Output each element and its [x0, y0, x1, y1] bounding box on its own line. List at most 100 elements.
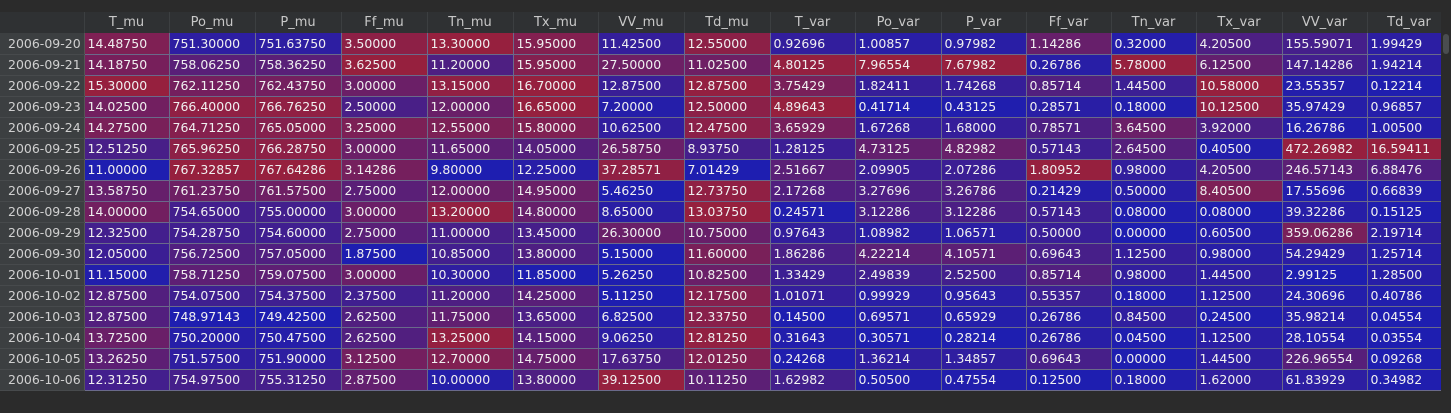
- table-cell[interactable]: 0.26786: [1026, 327, 1112, 349]
- table-cell[interactable]: 1.82411: [855, 75, 942, 97]
- table-cell[interactable]: 1.00857: [855, 33, 942, 55]
- table-cell[interactable]: 10.85000: [427, 243, 514, 265]
- table-cell[interactable]: 1.68000: [941, 117, 1027, 139]
- table-cell[interactable]: 0.30571: [855, 327, 942, 349]
- table-cell[interactable]: 0.26786: [1026, 306, 1112, 328]
- row-index-date[interactable]: 2006-09-22: [0, 75, 85, 97]
- table-cell[interactable]: 14.15000: [513, 327, 599, 349]
- table-cell[interactable]: 16.70000: [513, 75, 599, 97]
- table-cell[interactable]: 147.14286: [1282, 54, 1368, 76]
- table-cell[interactable]: 0.18000: [1111, 369, 1197, 391]
- table-cell[interactable]: 12.73750: [684, 180, 771, 202]
- table-cell[interactable]: 2.87500: [341, 369, 428, 391]
- table-row[interactable]: 2006-10-01 11.15000 758.71250 759.07500 3.00…: [0, 264, 1451, 286]
- table-cell[interactable]: 12.17500: [684, 285, 771, 307]
- table-cell[interactable]: 0.43125: [941, 96, 1027, 118]
- table-cell[interactable]: 12.31250: [84, 369, 170, 391]
- table-cell[interactable]: 8.40500: [1196, 180, 1283, 202]
- table-cell[interactable]: 0.47554: [941, 369, 1027, 391]
- column-header[interactable]: P_mu: [255, 12, 342, 33]
- table-cell[interactable]: 13.03750: [684, 201, 771, 223]
- table-cell[interactable]: 3.75429: [770, 75, 856, 97]
- table-row[interactable]: 2006-09-23 14.02500 766.40000 766.76250 2.50…: [0, 96, 1451, 118]
- table-cell[interactable]: 4.80125: [770, 54, 856, 76]
- table-cell[interactable]: 1.12500: [1196, 327, 1283, 349]
- table-cell[interactable]: 11.60000: [684, 243, 771, 265]
- table-cell[interactable]: 0.00000: [1111, 348, 1197, 370]
- table-cell[interactable]: 246.57143: [1282, 159, 1368, 181]
- table-cell[interactable]: 754.07500: [169, 285, 256, 307]
- table-cell[interactable]: 0.69643: [1026, 348, 1112, 370]
- table-cell[interactable]: 764.71250: [169, 117, 256, 139]
- table-cell[interactable]: 1.06571: [941, 222, 1027, 244]
- table-cell[interactable]: 14.00000: [84, 201, 170, 223]
- table-cell[interactable]: 13.15000: [427, 75, 514, 97]
- table-cell[interactable]: 756.72500: [169, 243, 256, 265]
- table-cell[interactable]: 12.87500: [84, 285, 170, 307]
- table-cell[interactable]: 7.01429: [684, 159, 771, 181]
- table-cell[interactable]: 759.07500: [255, 264, 342, 286]
- table-cell[interactable]: 11.00000: [427, 222, 514, 244]
- table-cell[interactable]: 0.08000: [1111, 201, 1197, 223]
- table-row[interactable]: 2006-10-03 12.87500 748.97143 749.42500 2.62…: [0, 306, 1451, 328]
- table-cell[interactable]: 3.92000: [1196, 117, 1283, 139]
- table-cell[interactable]: 1.08982: [855, 222, 942, 244]
- row-index-date[interactable]: 2006-09-27: [0, 180, 85, 202]
- table-cell[interactable]: 14.27500: [84, 117, 170, 139]
- table-cell[interactable]: 2.51667: [770, 159, 856, 181]
- table-cell[interactable]: 0.41714: [855, 96, 942, 118]
- table-cell[interactable]: 0.15125: [1367, 201, 1451, 223]
- table-cell[interactable]: 12.32500: [84, 222, 170, 244]
- table-cell[interactable]: 54.29429: [1282, 243, 1368, 265]
- table-cell[interactable]: 0.57143: [1026, 201, 1112, 223]
- table-cell[interactable]: 0.69643: [1026, 243, 1112, 265]
- table-cell[interactable]: 12.01250: [684, 348, 771, 370]
- table-cell[interactable]: 2.49839: [855, 264, 942, 286]
- table-cell[interactable]: 3.00000: [341, 138, 428, 160]
- table-cell[interactable]: 4.82982: [941, 138, 1027, 160]
- table-cell[interactable]: 2.07286: [941, 159, 1027, 181]
- table-cell[interactable]: 1.44500: [1111, 75, 1197, 97]
- table-cell[interactable]: 8.65000: [598, 201, 685, 223]
- table-row[interactable]: 2006-09-24 14.27500 764.71250 765.05000 3.25…: [0, 117, 1451, 139]
- table-cell[interactable]: 0.99929: [855, 285, 942, 307]
- table-cell[interactable]: 15.95000: [513, 33, 599, 55]
- table-cell[interactable]: 3.50000: [341, 33, 428, 55]
- table-cell[interactable]: 766.40000: [169, 96, 256, 118]
- table-cell[interactable]: 13.80000: [513, 369, 599, 391]
- table-cell[interactable]: 39.12500: [598, 369, 685, 391]
- table-cell[interactable]: 9.06250: [598, 327, 685, 349]
- table-cell[interactable]: 750.20000: [169, 327, 256, 349]
- table-cell[interactable]: 0.98000: [1111, 159, 1197, 181]
- table-cell[interactable]: 0.04554: [1367, 306, 1451, 328]
- table-cell[interactable]: 1.62982: [770, 369, 856, 391]
- table-cell[interactable]: 0.50000: [1026, 222, 1112, 244]
- column-header[interactable]: VV_var: [1282, 12, 1368, 33]
- table-cell[interactable]: 2.75000: [341, 180, 428, 202]
- table-cell[interactable]: 1.62000: [1196, 369, 1283, 391]
- table-cell[interactable]: 7.96554: [855, 54, 942, 76]
- table-cell[interactable]: 1.86286: [770, 243, 856, 265]
- column-header[interactable]: Td_mu: [684, 12, 771, 33]
- table-cell[interactable]: 0.92696: [770, 33, 856, 55]
- row-index-date[interactable]: 2006-09-21: [0, 54, 85, 76]
- table-cell[interactable]: 1.28125: [770, 138, 856, 160]
- row-index-date[interactable]: 2006-09-29: [0, 222, 85, 244]
- table-cell[interactable]: 2.50000: [341, 96, 428, 118]
- table-cell[interactable]: 12.05000: [84, 243, 170, 265]
- table-cell[interactable]: 1.87500: [341, 243, 428, 265]
- table-row[interactable]: 2006-10-05 13.26250 751.57500 751.90000 3.12…: [0, 348, 1451, 370]
- row-index-date[interactable]: 2006-09-26: [0, 159, 85, 181]
- table-cell[interactable]: 1.36214: [855, 348, 942, 370]
- table-cell[interactable]: 16.26786: [1282, 117, 1368, 139]
- table-cell[interactable]: 0.50000: [1111, 180, 1197, 202]
- table-cell[interactable]: 758.06250: [169, 54, 256, 76]
- table-cell[interactable]: 13.30000: [427, 33, 514, 55]
- table-cell[interactable]: 0.69571: [855, 306, 942, 328]
- table-cell[interactable]: 9.80000: [427, 159, 514, 181]
- table-cell[interactable]: 5.15000: [598, 243, 685, 265]
- table-cell[interactable]: 1.12500: [1111, 243, 1197, 265]
- table-cell[interactable]: 11.85000: [513, 264, 599, 286]
- table-cell[interactable]: 1.12500: [1196, 285, 1283, 307]
- table-cell[interactable]: 12.87500: [84, 306, 170, 328]
